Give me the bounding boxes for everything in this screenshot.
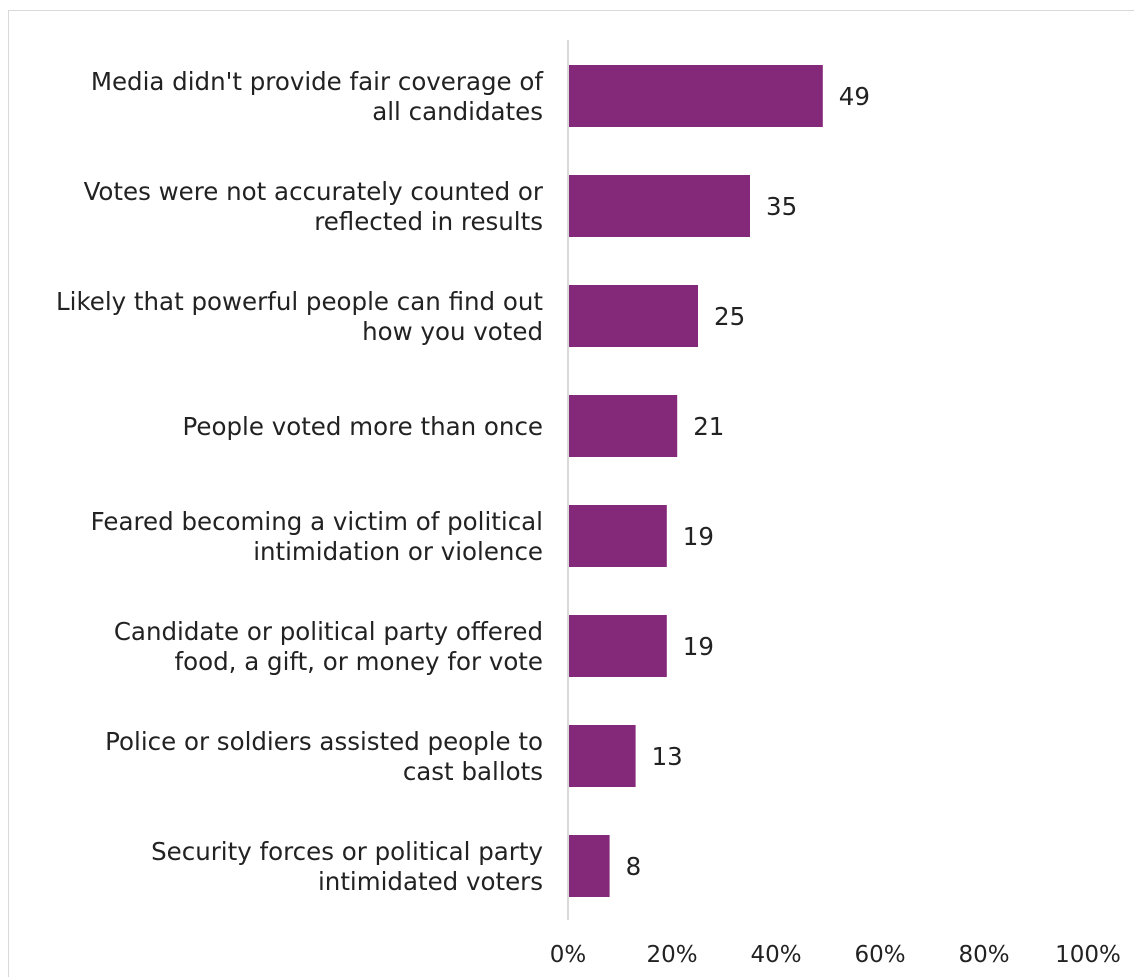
category-label-line: all candidates [372, 97, 543, 126]
category-label-line: Police or soldiers assisted people to [105, 727, 543, 756]
x-tick-label-2: 20% [646, 942, 697, 968]
category-label-5: Feared becoming a victim of political int… [91, 507, 543, 566]
value-label-8: 8 [626, 852, 642, 881]
category-label-line: Likely that powerful people can find out [56, 287, 543, 316]
bar-8 [568, 835, 610, 897]
value-label-4: 21 [693, 412, 724, 441]
category-label-3: Likely that powerful people can find out… [56, 287, 543, 346]
bar-4 [568, 395, 678, 457]
bar-7 [568, 725, 636, 787]
x-tick-label-1: 0% [550, 942, 587, 968]
category-label-line: food, a gift, or money for vote [174, 647, 543, 676]
bar-2 [568, 175, 750, 237]
category-label-line: Votes were not accurately counted or [84, 177, 544, 206]
category-label-line: how you voted [362, 317, 543, 346]
category-label-line: intimidation or violence [253, 537, 543, 566]
bar-6 [568, 615, 667, 677]
category-label-1: Media didn't provide fair coverage of all… [91, 67, 545, 126]
value-label-7: 13 [652, 742, 683, 771]
chart-frame [8, 10, 1134, 977]
category-label-4: People voted more than once [183, 412, 543, 441]
category-label-line: reflected in results [314, 207, 543, 236]
value-label-1: 49 [839, 82, 870, 111]
x-tick-label-4: 60% [854, 942, 905, 968]
category-label-line: intimidated voters [318, 867, 543, 896]
category-label-line: People voted more than once [183, 412, 543, 441]
bars-layer [568, 65, 823, 897]
bar-1 [568, 65, 823, 127]
category-label-line: Candidate or political party offered [114, 617, 543, 646]
value-label-6: 19 [683, 632, 714, 661]
value-label-5: 19 [683, 522, 714, 551]
category-label-line: Feared becoming a victim of political [91, 507, 543, 536]
value-labels-layer: 49 35 25 21 19 19 13 8 [626, 82, 870, 881]
category-labels-layer: Media didn't provide fair coverage of all… [56, 67, 544, 896]
value-label-3: 25 [714, 302, 745, 331]
category-label-6: Candidate or political party offered food… [114, 617, 543, 676]
bar-3 [568, 285, 698, 347]
x-tick-label-6: 100% [1055, 942, 1121, 968]
category-label-2: Votes were not accurately counted or refl… [84, 177, 544, 236]
x-tick-label-5: 80% [958, 942, 1009, 968]
axis-layer: 0% 20% 40% 60% 80% 100% [550, 40, 1121, 968]
bar-5 [568, 505, 667, 567]
category-label-line: Media didn't provide fair coverage of [91, 67, 545, 96]
category-label-line: cast ballots [403, 757, 543, 786]
x-tick-label-3: 40% [750, 942, 801, 968]
category-label-line: Security forces or political party [151, 837, 543, 866]
category-label-8: Security forces or political party intimi… [151, 837, 543, 896]
category-label-7: Police or soldiers assisted people to cas… [105, 727, 543, 786]
value-label-2: 35 [766, 192, 797, 221]
